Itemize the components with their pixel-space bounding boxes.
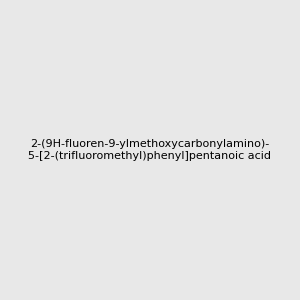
Text: 2-(9H-fluoren-9-ylmethoxycarbonylamino)-
5-[2-(trifluoromethyl)phenyl]pentanoic : 2-(9H-fluoren-9-ylmethoxycarbonylamino)-… — [28, 139, 272, 161]
